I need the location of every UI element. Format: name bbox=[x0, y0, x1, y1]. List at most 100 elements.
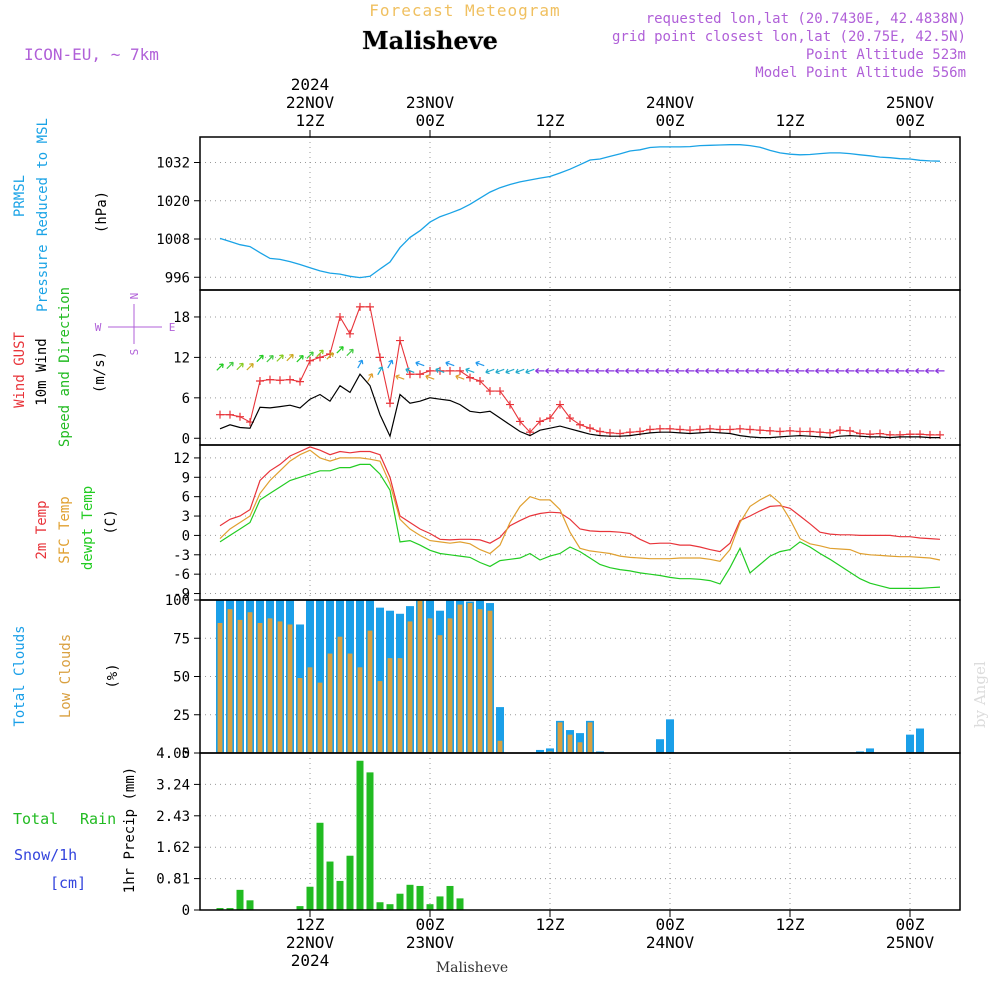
tick-layer: 996 1008 1020 1032 0 6 12 18 -9 -6 -3 0 3 6 9 12 0 25 50 75… bbox=[156, 75, 934, 970]
total-cloud-bar bbox=[536, 749, 544, 753]
model-altitude: Model Point Altitude 556m bbox=[755, 65, 966, 81]
total-cloud-bar bbox=[546, 748, 554, 753]
wind-arrow bbox=[246, 363, 254, 371]
wind-arrow bbox=[495, 368, 505, 375]
wind-arrow bbox=[655, 367, 665, 374]
temp-ytick-label: -9 bbox=[173, 587, 190, 603]
rain-bar bbox=[246, 900, 254, 910]
gust-marker bbox=[746, 425, 754, 434]
low-cloud-bar bbox=[417, 600, 423, 753]
gust-marker bbox=[806, 427, 814, 436]
total-cloud-bar bbox=[666, 719, 674, 753]
gust-marker bbox=[506, 400, 514, 409]
temp-ytick-label: 6 bbox=[182, 490, 190, 506]
low-cloud-bar bbox=[327, 653, 333, 753]
low-cloud-bar bbox=[567, 734, 573, 753]
wind-arrow bbox=[665, 367, 675, 374]
total-label: Total bbox=[13, 810, 58, 828]
wind-arrow bbox=[475, 360, 485, 367]
point-altitude: Point Altitude 523m bbox=[806, 47, 966, 63]
wind-arrow bbox=[276, 354, 284, 362]
wind-arrow bbox=[306, 351, 314, 359]
gust-marker bbox=[796, 427, 804, 436]
rain-bar bbox=[406, 884, 414, 910]
gust-marker bbox=[816, 428, 824, 437]
wind-arrow bbox=[815, 367, 825, 374]
temp-ytick-label: -3 bbox=[173, 548, 190, 564]
bottom-time-label: 00Z bbox=[656, 915, 685, 934]
wind-ytick-label: 0 bbox=[182, 431, 190, 447]
bottom-time-label: 22NOV bbox=[286, 933, 335, 952]
low-cloud-bar bbox=[437, 635, 443, 753]
low-cloud-bar bbox=[387, 658, 393, 753]
wind-arrow bbox=[575, 367, 585, 374]
gust-marker bbox=[776, 427, 784, 436]
wind-arrow bbox=[515, 368, 525, 375]
gust-marker bbox=[336, 312, 344, 321]
low-cloud-bar bbox=[277, 621, 283, 753]
low-cloud-bar bbox=[227, 609, 233, 753]
wind-arrow bbox=[346, 348, 354, 357]
wind-arrow bbox=[915, 367, 925, 374]
clouds-ytick-label: 0 bbox=[182, 746, 190, 762]
low-cloud-bar bbox=[237, 619, 243, 753]
wind-arrow bbox=[395, 374, 405, 380]
total-cloud-bar bbox=[916, 728, 924, 753]
low-cloud-bar bbox=[577, 742, 583, 753]
gust-marker bbox=[696, 425, 704, 434]
gust-marker bbox=[426, 366, 434, 375]
precip-ytick-label: 0 bbox=[182, 903, 190, 919]
rain-bar bbox=[396, 893, 404, 910]
gust-marker bbox=[446, 366, 454, 375]
wind-arrow bbox=[585, 367, 595, 374]
gust-marker bbox=[846, 426, 854, 435]
low-cloud-bar bbox=[267, 618, 273, 753]
wind-arrow bbox=[236, 362, 244, 371]
cloud-unit-label: (%) bbox=[105, 663, 121, 688]
wind-arrow bbox=[765, 367, 775, 374]
top-time-label: 24NOV bbox=[646, 93, 695, 112]
low-cloud-bar bbox=[397, 658, 403, 753]
gust-marker bbox=[876, 429, 884, 438]
gust-marker bbox=[656, 424, 664, 433]
top-time-label: 00Z bbox=[896, 111, 925, 130]
tsfc-label: SFC Temp bbox=[57, 496, 73, 563]
wind-arrow bbox=[316, 349, 324, 357]
grid-coords: grid point closest lon,lat (20.75E, 42.5… bbox=[612, 29, 966, 45]
wind-arrow bbox=[895, 367, 905, 374]
chart-title: Malisheve bbox=[362, 26, 498, 55]
low-cloud-bar bbox=[287, 624, 293, 753]
precip-ytick-label: 2.43 bbox=[156, 809, 190, 825]
gust-marker bbox=[366, 302, 374, 311]
gust-marker bbox=[606, 428, 614, 437]
wind-arrow bbox=[367, 373, 374, 382]
low-cloud-bar bbox=[487, 610, 493, 753]
clouds-ytick-label: 50 bbox=[173, 670, 190, 686]
bottom-time-label: 12Z bbox=[296, 915, 325, 934]
gust-marker bbox=[296, 377, 304, 386]
bottom-time-label: 12Z bbox=[776, 915, 805, 934]
top-time-label: 22NOV bbox=[286, 93, 335, 112]
wind-ytick-label: 12 bbox=[173, 350, 190, 366]
low-cloud-bar bbox=[367, 630, 373, 753]
cloud-labels: Total Clouds Low Clouds (%) bbox=[12, 625, 121, 726]
wind-arrow bbox=[935, 367, 945, 374]
top-time-label: 25NOV bbox=[886, 93, 935, 112]
wind-arrow bbox=[435, 367, 445, 374]
low-cloud-bar bbox=[297, 678, 303, 753]
wind-arrow bbox=[685, 367, 695, 374]
wind-arrow bbox=[845, 367, 855, 374]
top-time-label: 12Z bbox=[296, 111, 325, 130]
rain-bar bbox=[296, 906, 304, 910]
gust-marker bbox=[896, 430, 904, 439]
wind-arrow bbox=[775, 367, 785, 374]
wind-unit-label: (m/s) bbox=[92, 351, 108, 393]
gust-marker bbox=[386, 399, 394, 408]
gust-marker bbox=[566, 414, 574, 423]
precip-labels: Total Rain Snow/1h [cm] 1hr Precip (mm) bbox=[13, 767, 138, 893]
gust-marker bbox=[716, 425, 724, 434]
compass-w: W bbox=[95, 321, 102, 334]
total-cloud-bar bbox=[496, 707, 504, 753]
frame-layer bbox=[199, 136, 961, 911]
pressure-ytick-label: 1008 bbox=[156, 232, 190, 248]
